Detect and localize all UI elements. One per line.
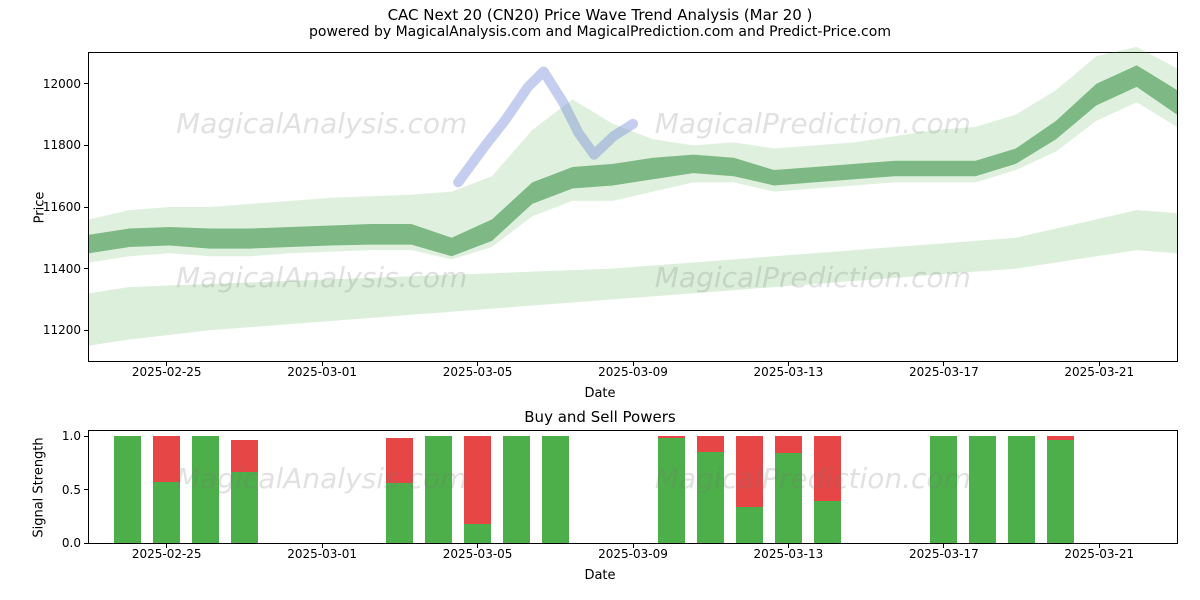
buy-bar [503, 436, 530, 543]
ytick-label: 11800 [43, 138, 89, 152]
price-wave-chart: 11200114001160011800120002025-02-252025-… [88, 52, 1178, 362]
top-xlabel: Date [0, 386, 1200, 401]
bottom-xlabel: Date [0, 568, 1200, 583]
buy-bar [658, 438, 685, 543]
buy-bar [969, 436, 996, 543]
buy-bar [192, 436, 219, 543]
sell-bar [231, 440, 258, 472]
sell-bar [736, 436, 763, 506]
buy-bar [775, 453, 802, 543]
sell-bar [697, 436, 724, 452]
sell-bar [814, 436, 841, 501]
buy-bar [1008, 436, 1035, 543]
ytick-label: 11200 [43, 323, 89, 337]
buy-bar [736, 507, 763, 543]
buy-bar [930, 436, 957, 543]
buy-bar [386, 483, 413, 543]
bottom-chart-title: Buy and Sell Powers [0, 408, 1200, 426]
buy-bar [464, 524, 491, 543]
buy-sell-chart: 0.00.51.02025-02-252025-03-012025-03-052… [88, 430, 1178, 544]
chart-title: CAC Next 20 (CN20) Price Wave Trend Anal… [0, 6, 1200, 24]
buy-bar [697, 452, 724, 543]
sell-bar [658, 436, 685, 438]
sell-bar [153, 436, 180, 482]
sell-bar [1047, 436, 1074, 439]
sell-bar [775, 436, 802, 453]
buy-bar [814, 501, 841, 543]
buy-bar [231, 472, 258, 543]
sell-bar [464, 436, 491, 523]
chart-subtitle: powered by MagicalAnalysis.com and Magic… [0, 24, 1200, 40]
buy-bar [153, 482, 180, 543]
sell-bar [386, 438, 413, 483]
buy-bar [114, 436, 141, 543]
buy-bar [542, 436, 569, 543]
ytick-label: 11400 [43, 262, 89, 276]
buy-bar [425, 436, 452, 543]
buy-bar [1047, 440, 1074, 543]
title-block: CAC Next 20 (CN20) Price Wave Trend Anal… [0, 0, 1200, 40]
ytick-label: 12000 [43, 77, 89, 91]
price-wave-svg [89, 53, 1177, 361]
bottom-ylabel: Signal Strength [32, 423, 47, 553]
ytick-label: 11600 [43, 200, 89, 214]
